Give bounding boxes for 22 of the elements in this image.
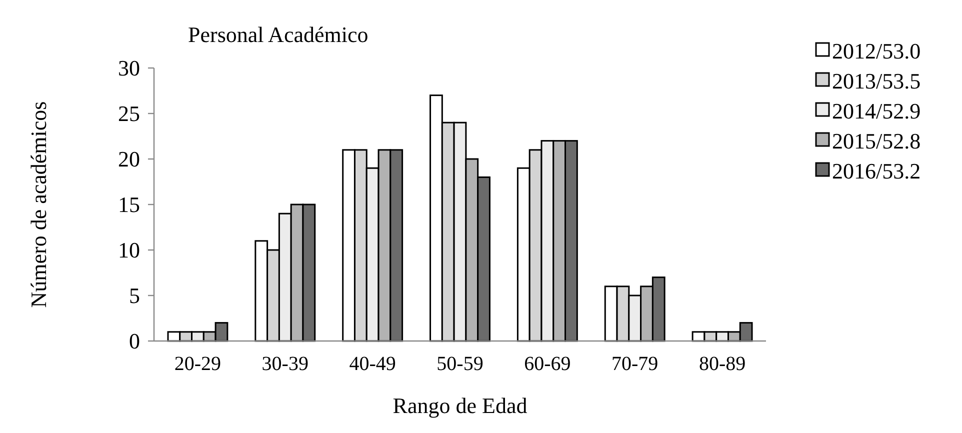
- x-tick-label: 20-29: [174, 353, 222, 375]
- legend-label: 2014/52.9: [832, 98, 921, 124]
- legend-label: 2013/53.5: [832, 68, 921, 94]
- x-tick-label: 30-39: [262, 353, 308, 375]
- y-tick-label: 15: [118, 192, 140, 218]
- legend-label: 2012/53.0: [832, 38, 921, 64]
- y-tick-label: 5: [129, 283, 140, 308]
- legend-label: 2015/52.8: [832, 128, 921, 154]
- legend-label: 2016/53.2: [832, 158, 921, 184]
- x-tick-label: 50-59: [436, 353, 484, 375]
- x-tick-label: 40-49: [349, 353, 396, 375]
- x-tick-label: 70-79: [612, 353, 658, 375]
- y-tick-label: 0: [129, 328, 140, 354]
- chart-title: Personal Académico: [188, 22, 368, 47]
- x-axis-title: Rango de Edad: [392, 393, 528, 418]
- y-tick-label: 30: [118, 56, 140, 81]
- y-axis-title: Número de académicos: [26, 101, 51, 308]
- y-tick-label: 20: [118, 146, 140, 172]
- x-tick-label: 60-69: [524, 353, 571, 375]
- y-tick-label: 25: [118, 101, 140, 126]
- y-tick-label: 10: [118, 238, 140, 263]
- x-tick-label: 80-89: [698, 353, 746, 375]
